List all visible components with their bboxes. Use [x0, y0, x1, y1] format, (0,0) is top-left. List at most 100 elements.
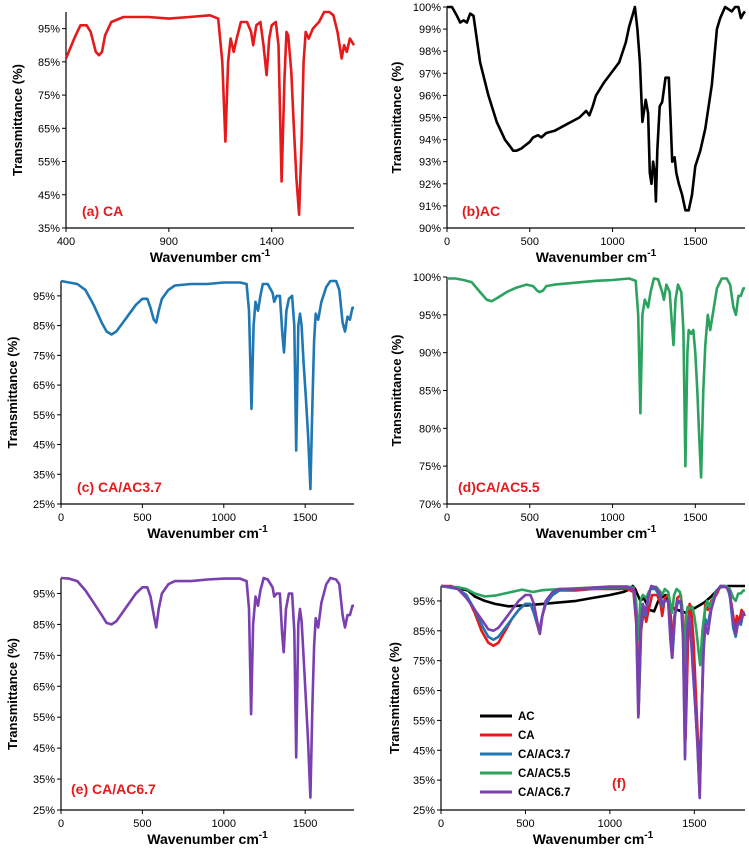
legend-label: CA/AC5.5 [518, 768, 571, 780]
y-tick-label: 95% [38, 24, 60, 36]
y-tick-label: 95% [419, 310, 441, 322]
x-axis-label-superscript: -1 [261, 248, 270, 259]
y-tick-label: 100% [413, 2, 441, 14]
y-tick-label: 55% [38, 157, 60, 169]
x-tick-label: 1500 [293, 512, 317, 524]
x-axis-label: Wavenumber cm-1 [533, 830, 654, 847]
y-axis-label: Transmittance (%) [10, 64, 25, 176]
x-tick-label: 1500 [683, 512, 707, 524]
y-tick-label: 94% [419, 135, 441, 147]
legend-label: CA [518, 730, 535, 742]
y-tick-label: 100% [413, 272, 441, 284]
chart-panel-e: 25% 35% 45% 55% 65% 75% 85% 95% 0 500 1000 1500 Wave… [5, 576, 354, 847]
x-tick-label: 1500 [293, 818, 317, 830]
y-tick-label: 85% [33, 321, 55, 333]
chart-panel-f: 25% 35% 45% 55% 65% 75% 85% 95% 0 500 1000 1500 Wave… [387, 584, 747, 847]
y-axis-label: Transmittance (%) [5, 337, 20, 449]
x-tick-label: 0 [438, 818, 444, 830]
y-tick-label: 99% [419, 24, 441, 36]
panel-label: (a) CA [82, 203, 123, 219]
x-tick-label: 500 [521, 236, 539, 248]
series-line-ca-ac6-7 [440, 584, 745, 800]
y-tick-label: 85% [38, 57, 60, 69]
x-axis-label: Wavenumber cm-1 [536, 524, 657, 541]
y-tick-label: 75% [33, 650, 55, 662]
y-axis-label: Transmittance (%) [5, 638, 20, 750]
y-tick-label: 75% [38, 90, 60, 102]
y-tick-label: 65% [38, 123, 60, 135]
y-tick-label: 65% [33, 681, 55, 693]
y-tick-label: 65% [413, 686, 435, 698]
chart-panel-d: 70% 75% 80% 85% 90% 95% 100% 0 500 1000 1500 Wavenu… [389, 272, 745, 541]
x-tick-label: 0 [58, 512, 64, 524]
x-axis-label-text: Wavenumber cm [150, 249, 262, 265]
y-tick-label: 45% [33, 440, 55, 452]
x-axis-label: Wavenumber cm-1 [536, 248, 657, 265]
y-tick-label: 35% [33, 469, 55, 481]
y-tick-label: 91% [419, 201, 441, 213]
y-tick-label: 45% [413, 745, 435, 757]
x-tick-label: 900 [160, 236, 178, 248]
x-tick-label: 1500 [683, 236, 707, 248]
panel-label: (c) CA/AC3.7 [77, 479, 162, 495]
x-axis-label: Wavenumber cm-1 [147, 524, 268, 541]
series-line-ac [447, 5, 747, 212]
x-axis-label: Wavenumber cm-1 [147, 830, 268, 847]
y-tick-label: 80% [419, 423, 441, 435]
legend: AC CA CA/AC3.7 CA/AC5.5 CA/AC6.7 [480, 711, 571, 799]
panel-label: (d)CA/AC5.5 [458, 479, 540, 495]
x-tick-label: 500 [133, 818, 151, 830]
legend-label: CA/AC6.7 [518, 787, 570, 799]
x-tick-label: 1400 [259, 236, 283, 248]
panel-label: (b)AC [462, 203, 500, 219]
x-tick-label: 0 [444, 236, 450, 248]
x-tick-label: 500 [521, 512, 539, 524]
y-tick-label: 95% [413, 596, 435, 608]
y-tick-label: 70% [419, 499, 441, 511]
x-tick-label: 500 [516, 818, 534, 830]
x-axis-label-text: Wavenumber cm [533, 831, 645, 847]
y-tick-label: 45% [38, 190, 60, 202]
y-tick-label: 25% [33, 805, 55, 817]
x-tick-label: 1000 [212, 512, 236, 524]
series-line-ca [441, 584, 747, 770]
legend-label: AC [518, 711, 535, 723]
y-tick-label: 75% [413, 656, 435, 668]
series-line-ca-ac6-7 [60, 576, 354, 799]
y-tick-label: 95% [419, 113, 441, 125]
x-tick-label: 1500 [682, 818, 706, 830]
y-tick-label: 35% [33, 774, 55, 786]
y-tick-label: 93% [419, 157, 441, 169]
y-tick-label: 95% [33, 291, 55, 303]
y-tick-label: 25% [413, 805, 435, 817]
x-tick-label: 0 [444, 512, 450, 524]
y-axis-label: Transmittance (%) [387, 642, 402, 754]
x-tick-label: 1000 [598, 818, 622, 830]
y-tick-label: 96% [419, 90, 441, 102]
x-axis-label-superscript: -1 [259, 524, 268, 535]
y-tick-label: 85% [413, 626, 435, 638]
y-tick-label: 92% [419, 179, 441, 191]
y-axis-label: Transmittance (%) [389, 62, 404, 174]
x-tick-label: 1000 [212, 818, 236, 830]
x-axis-label-superscript: -1 [644, 830, 653, 841]
chart-panel-b: 90% 91% 92% 93% 94% 95% 96% 97% 98% 99% 100% 0 500 10… [389, 2, 747, 265]
y-tick-label: 97% [419, 68, 441, 80]
x-tick-label: 1000 [600, 236, 624, 248]
x-axis-label-text: Wavenumber cm [147, 831, 259, 847]
x-tick-label: 400 [57, 236, 75, 248]
y-tick-label: 85% [419, 386, 441, 398]
y-tick-label: 65% [33, 380, 55, 392]
x-tick-label: 0 [58, 818, 64, 830]
x-axis-label-text: Wavenumber cm [536, 525, 648, 541]
y-tick-label: 90% [419, 348, 441, 360]
y-tick-label: 55% [33, 410, 55, 422]
y-tick-label: 75% [419, 461, 441, 473]
y-tick-label: 25% [33, 499, 55, 511]
y-tick-label: 45% [33, 743, 55, 755]
x-axis-label-superscript: -1 [259, 830, 268, 841]
y-axis-label: Transmittance (%) [389, 335, 404, 447]
series-line-ca-ac5-5 [447, 277, 745, 479]
series-line-ca-ac3-7 [60, 279, 354, 491]
